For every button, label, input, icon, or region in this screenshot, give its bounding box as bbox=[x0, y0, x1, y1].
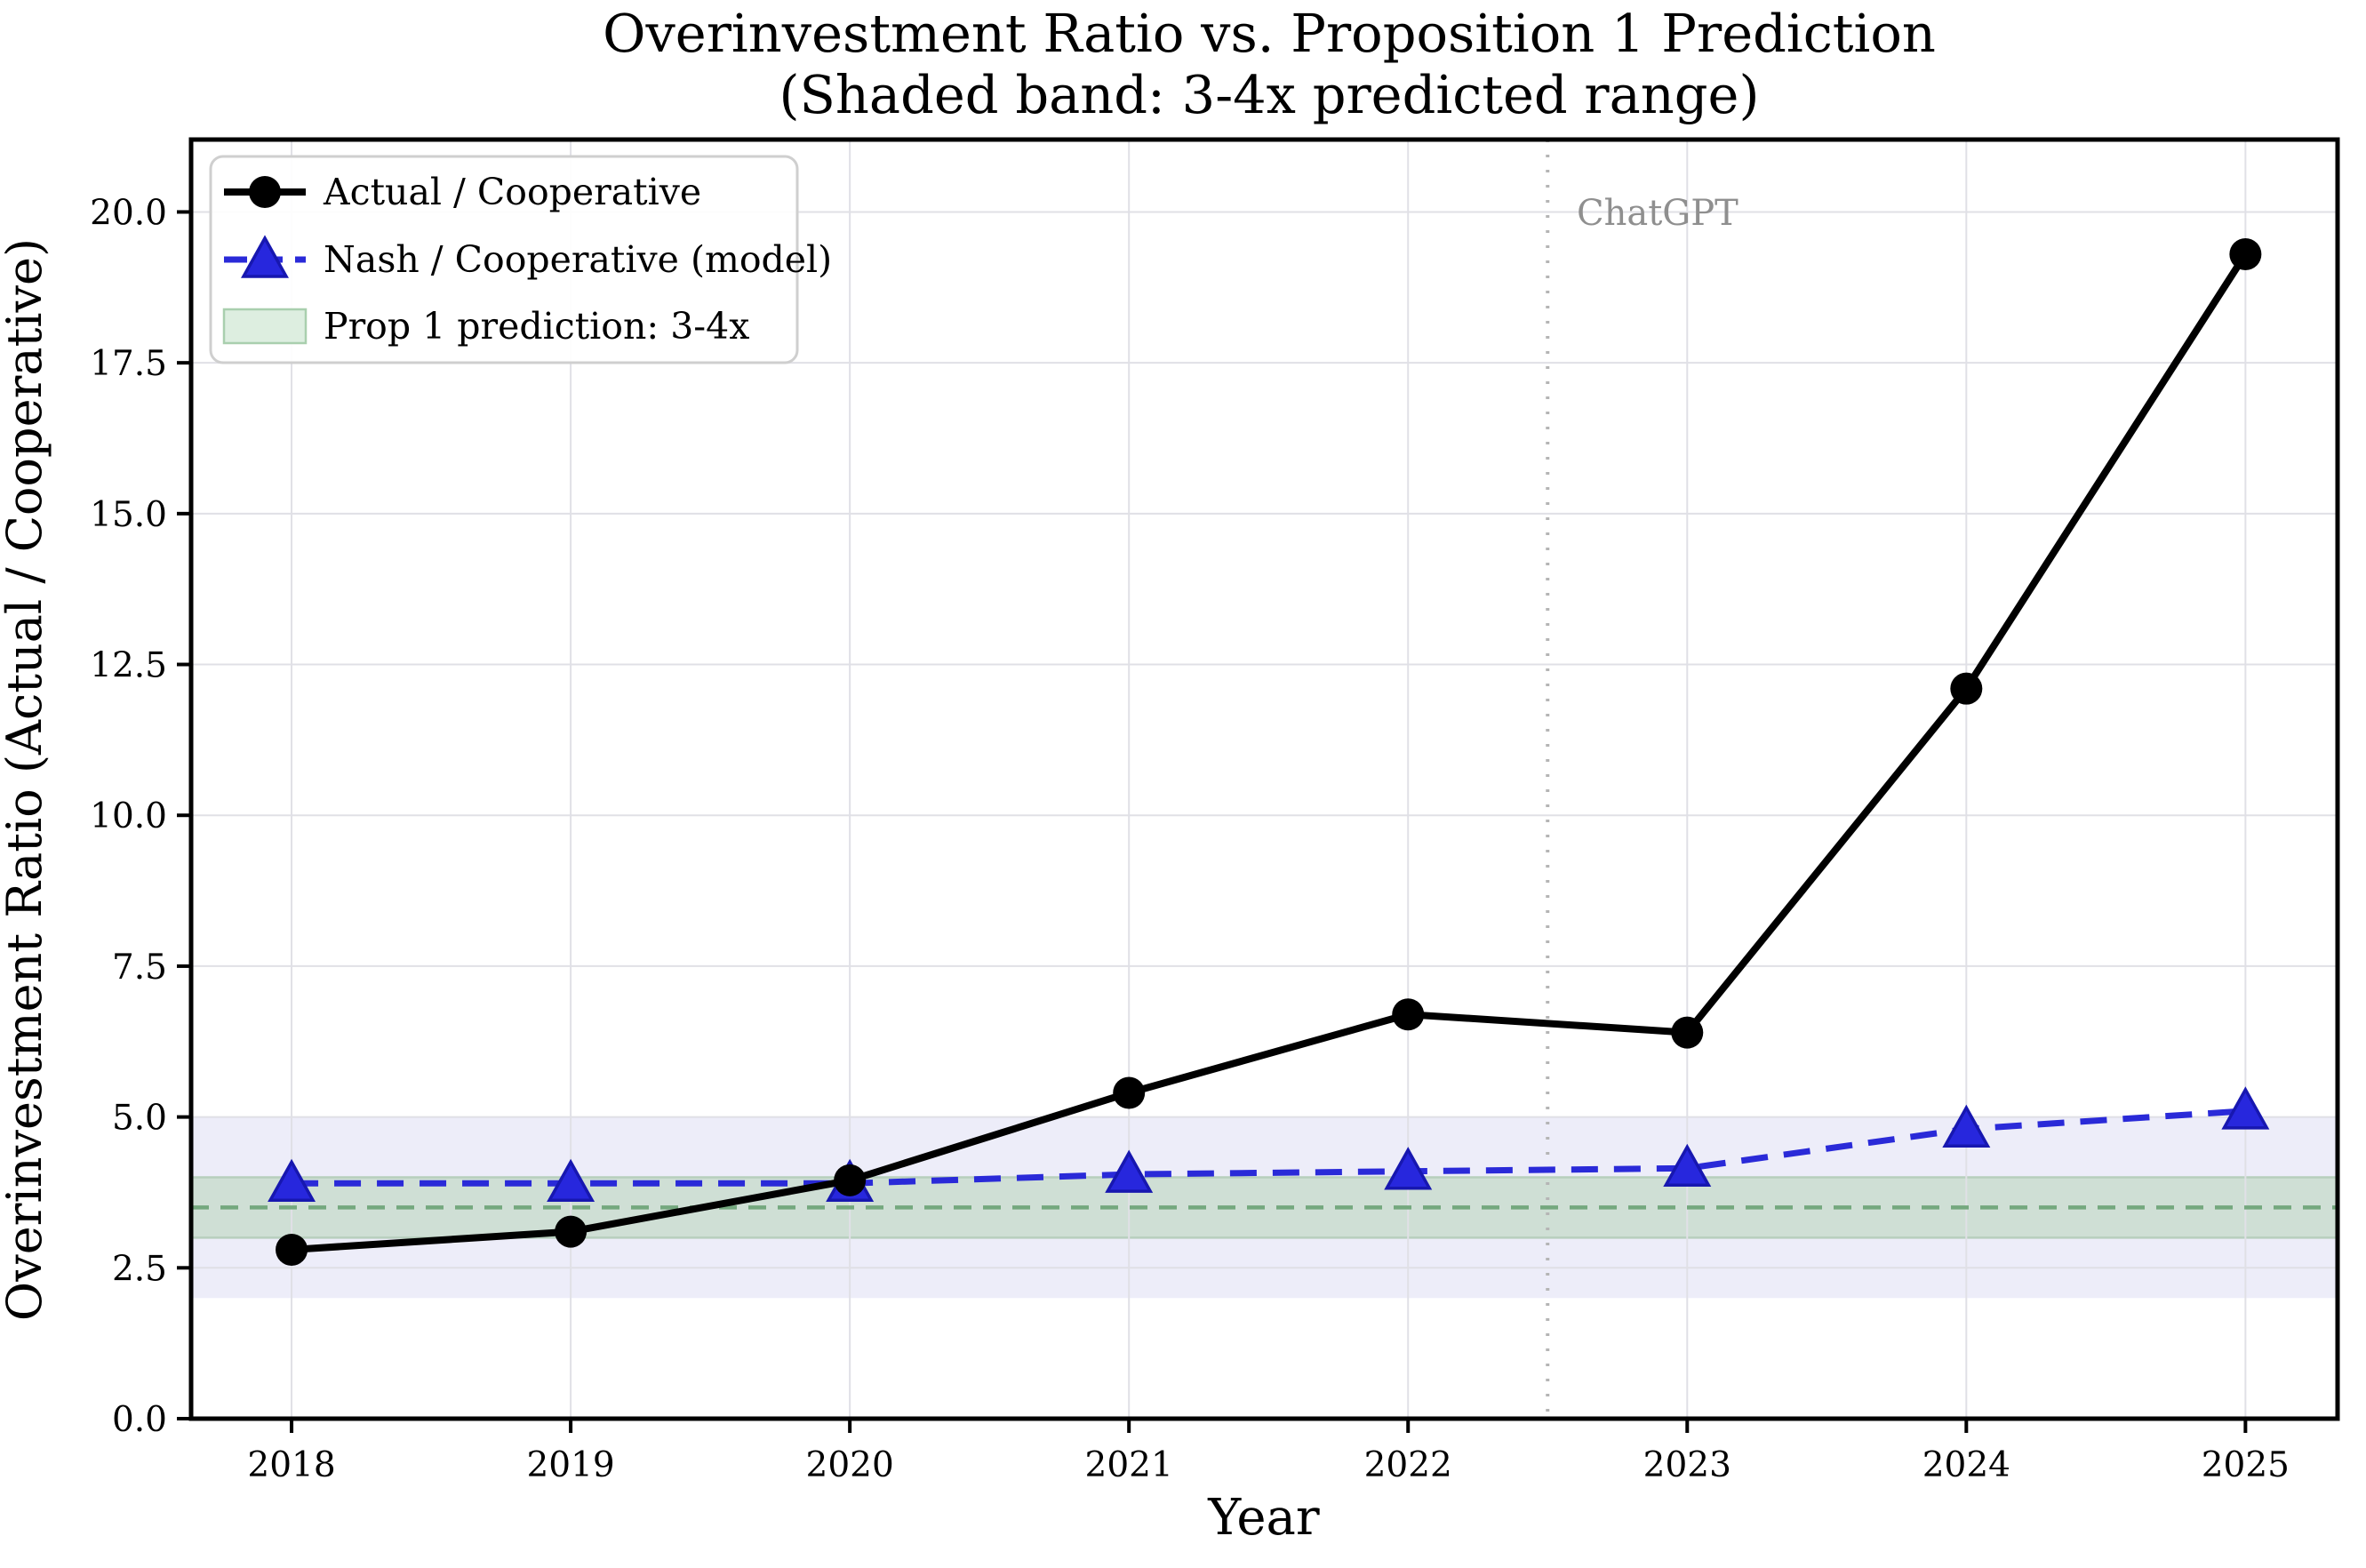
data-point-circle bbox=[276, 1233, 308, 1266]
x-axis-label: Year bbox=[1207, 1489, 1320, 1547]
y-tick-label: 17.5 bbox=[90, 344, 167, 384]
chart-subtitle: (Shaded band: 3-4x predicted range) bbox=[779, 64, 1760, 125]
data-point-circle bbox=[1392, 998, 1425, 1031]
data-point-circle bbox=[1950, 672, 1983, 705]
y-tick-label: 5.0 bbox=[112, 1099, 167, 1139]
data-point-triangle bbox=[1663, 1143, 1712, 1188]
x-tick-label: 2020 bbox=[806, 1445, 894, 1485]
chart-title: Overinvestment Ratio vs. Proposition 1 P… bbox=[603, 3, 1936, 64]
x-tick-label: 2023 bbox=[1643, 1445, 1731, 1485]
legend-label-nash: Nash / Cooperative (model) bbox=[324, 238, 832, 281]
y-tick-label: 10.0 bbox=[90, 796, 167, 836]
legend-box bbox=[209, 155, 799, 364]
chatgpt-annotation: ChatGPT bbox=[1577, 193, 1739, 234]
data-point-triangle bbox=[547, 1158, 595, 1203]
legend-triangle-marker-icon bbox=[241, 235, 289, 278]
plot-area: 2018 2019 2020 2021 2022 2023 2024 2025 0.0 2.5 5.… bbox=[90, 137, 2340, 1485]
legend-item-nash: Nash / Cooperative (model) bbox=[224, 235, 832, 281]
data-point-triangle bbox=[2221, 1086, 2270, 1130]
y-tick-label: 12.5 bbox=[90, 646, 167, 686]
legend-label-prop1: Prop 1 prediction: 3-4x bbox=[324, 305, 749, 348]
series-line-0 bbox=[291, 252, 2249, 1253]
data-point-triangle bbox=[1105, 1149, 1154, 1193]
data-point-triangle bbox=[1384, 1147, 1433, 1190]
legend-band-swatch-icon bbox=[222, 308, 308, 345]
x-tick-label: 2022 bbox=[1364, 1445, 1452, 1485]
data-point-circle bbox=[1671, 1016, 1704, 1049]
series-line-1 bbox=[292, 1108, 2246, 1187]
legend-label-actual: Actual / Cooperative bbox=[323, 171, 701, 213]
legend-item-prop1-band: Prop 1 prediction: 3-4x bbox=[222, 305, 749, 348]
legend-circle-marker-icon bbox=[249, 176, 281, 208]
data-point-circle bbox=[2229, 237, 2262, 270]
x-tick-label: 2025 bbox=[2202, 1445, 2290, 1485]
x-tick-label: 2019 bbox=[526, 1445, 614, 1485]
y-tick-label: 2.5 bbox=[112, 1249, 167, 1289]
plot-spines bbox=[188, 137, 2340, 1421]
data-point-circle bbox=[834, 1164, 867, 1196]
y-tick-label: 20.0 bbox=[90, 193, 167, 233]
y-tick-label: 7.5 bbox=[112, 948, 167, 988]
x-tick-label: 2021 bbox=[1085, 1445, 1173, 1485]
y-tick-label: 0.0 bbox=[112, 1400, 167, 1440]
legend: Actual / Cooperative Nash / Cooperative … bbox=[209, 155, 832, 364]
data-point-circle bbox=[555, 1215, 588, 1248]
data-point-circle bbox=[1113, 1076, 1146, 1109]
data-point-triangle bbox=[268, 1158, 316, 1203]
x-tick-label: 2024 bbox=[1922, 1445, 2010, 1485]
legend-item-actual: Actual / Cooperative bbox=[224, 171, 701, 213]
x-tick-label: 2018 bbox=[247, 1445, 335, 1485]
y-tick-label: 15.0 bbox=[90, 495, 167, 535]
y-axis-label: Overinvestment Ratio (Actual / Cooperati… bbox=[0, 238, 52, 1321]
data-point-triangle bbox=[1942, 1104, 1991, 1148]
